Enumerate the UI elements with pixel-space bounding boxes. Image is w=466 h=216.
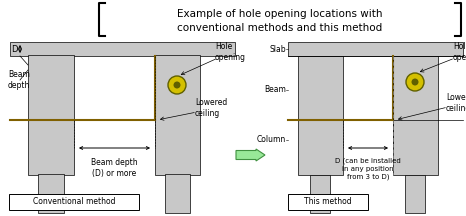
- Text: Beam: Beam: [264, 86, 286, 95]
- Text: Conventional method: Conventional method: [33, 197, 115, 206]
- Bar: [9, 194, 139, 210]
- Text: Beam
depth: Beam depth: [8, 70, 30, 90]
- Bar: [165, 174, 190, 213]
- FancyArrow shape: [236, 149, 265, 161]
- Text: D: D: [12, 44, 18, 54]
- Bar: [405, 175, 425, 213]
- Text: Hole
opening: Hole opening: [215, 42, 246, 62]
- Bar: [288, 42, 463, 56]
- Text: Example of hole opening locations with: Example of hole opening locations with: [177, 9, 383, 19]
- Circle shape: [168, 76, 186, 94]
- Text: Lowered
ceiling: Lowered ceiling: [446, 93, 466, 113]
- Text: Lowered
ceiling: Lowered ceiling: [195, 98, 227, 118]
- Bar: [38, 174, 64, 213]
- Text: conventional methods and this method: conventional methods and this method: [178, 23, 383, 33]
- Bar: [28, 55, 74, 175]
- Text: Beam depth
(D) or more: Beam depth (D) or more: [91, 158, 138, 178]
- Text: Slab: Slab: [269, 44, 286, 54]
- Bar: [393, 56, 438, 175]
- Text: Hole
opening: Hole opening: [453, 42, 466, 62]
- Bar: [10, 42, 235, 56]
- Text: D (can be installed
in any position
from 3 to D): D (can be installed in any position from…: [335, 158, 401, 180]
- Circle shape: [173, 81, 180, 89]
- Bar: [155, 55, 200, 175]
- Bar: [298, 56, 343, 175]
- Text: This method: This method: [304, 197, 352, 206]
- Bar: [310, 175, 330, 213]
- Text: Column: Column: [257, 135, 286, 145]
- Circle shape: [406, 73, 424, 91]
- Bar: [288, 194, 368, 210]
- Circle shape: [411, 78, 418, 86]
